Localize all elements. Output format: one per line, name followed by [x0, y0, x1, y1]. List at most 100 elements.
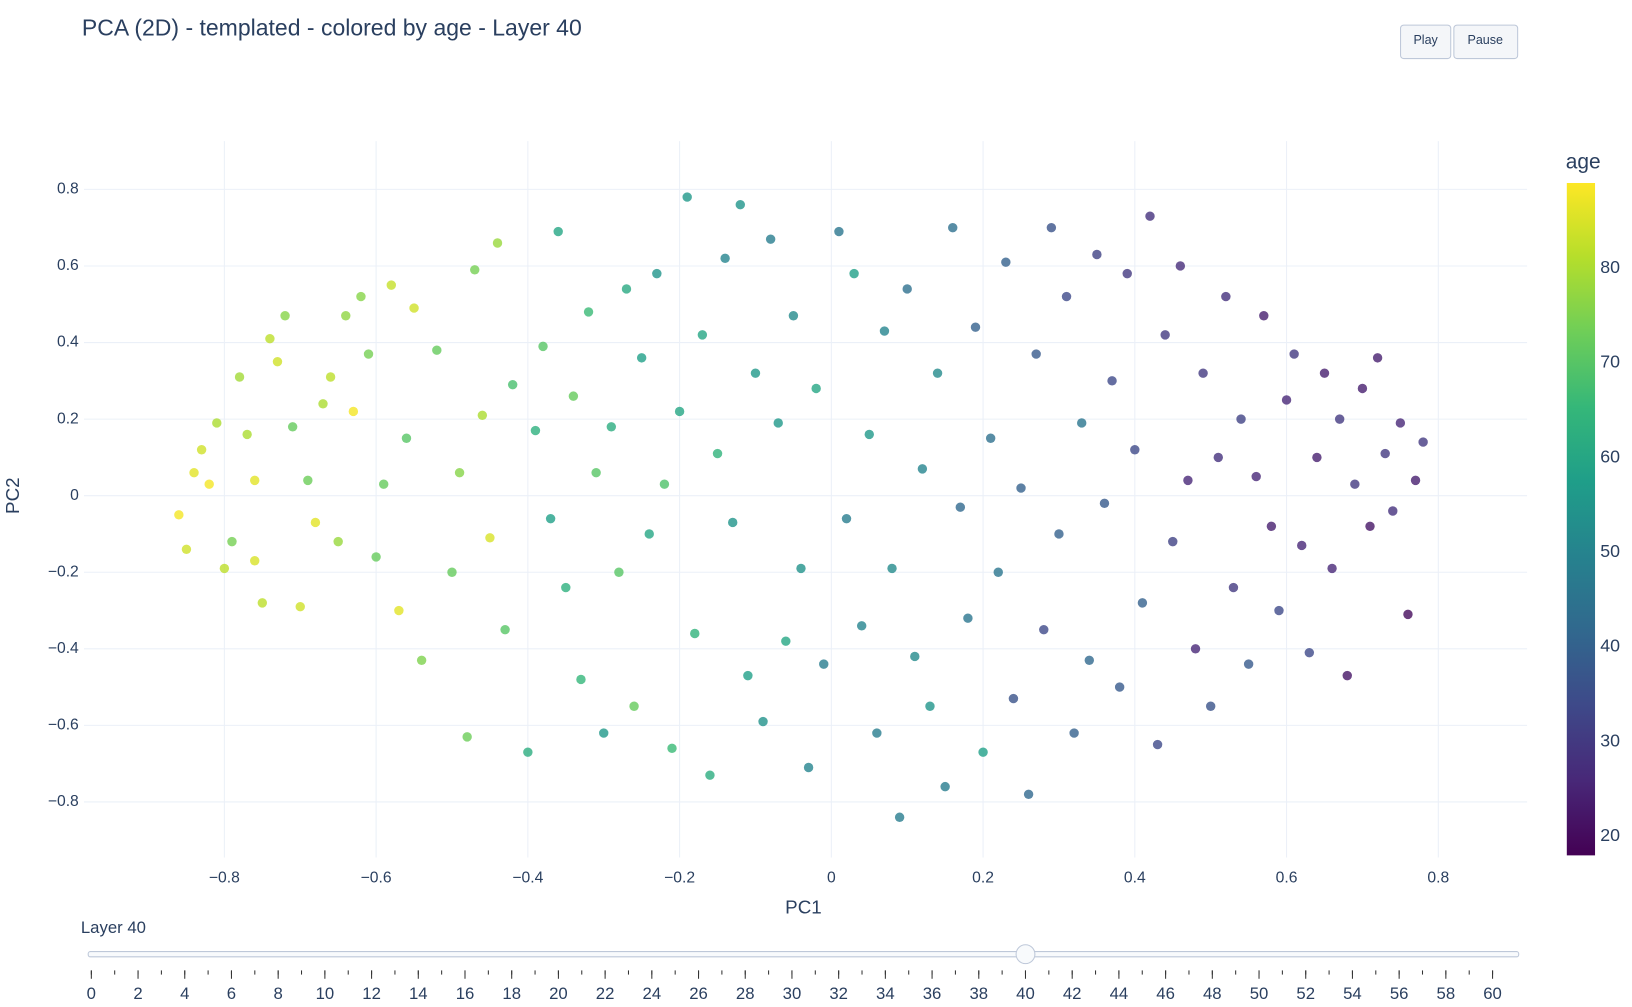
- point: [272, 356, 283, 367]
- button-label[interactable]: Play: [1413, 33, 1438, 47]
- slider-tick-label[interactable]: 56: [1390, 984, 1409, 1003]
- point: [1410, 475, 1421, 486]
- button-box[interactable]: [1400, 24, 1452, 60]
- play-button[interactable]: Play: [1400, 24, 1452, 60]
- slider-handle[interactable]: [1015, 944, 1036, 965]
- slider-tick-label[interactable]: 4: [180, 984, 189, 1003]
- slider-tick-label[interactable]: 26: [689, 984, 708, 1003]
- slider-tick-label[interactable]: 44: [1110, 984, 1129, 1003]
- point: [758, 716, 768, 727]
- slider-tick-label[interactable]: 46: [1156, 984, 1175, 1003]
- point: [568, 391, 579, 401]
- slider-tick-label[interactable]: 22: [596, 984, 615, 1003]
- point: [454, 468, 465, 478]
- point: [1289, 349, 1299, 359]
- point: [432, 345, 442, 355]
- point: [1205, 701, 1216, 711]
- slider-tick-label[interactable]: 48: [1203, 984, 1222, 1003]
- slider-tick-label[interactable]: 60: [1483, 984, 1502, 1003]
- slider-tick-label[interactable]: 36: [923, 984, 942, 1003]
- point: [728, 517, 738, 528]
- slider-rail[interactable]: [87, 951, 1520, 958]
- colorbar-tick-label: 30: [1600, 730, 1620, 750]
- slider-tick-label[interactable]: 18: [502, 984, 521, 1003]
- point: [1198, 368, 1208, 378]
- slider-tick-label[interactable]: 54: [1343, 984, 1362, 1003]
- point: [250, 475, 260, 486]
- slider-tick-label[interactable]: 2: [133, 984, 142, 1003]
- point: [310, 517, 321, 528]
- point: [1388, 506, 1398, 516]
- slider-tick-label[interactable]: 34: [876, 984, 895, 1003]
- x-tick-label: 0.4: [1124, 870, 1146, 887]
- point: [447, 567, 457, 577]
- point: [1175, 261, 1186, 271]
- slider-tick-label[interactable]: 20: [549, 984, 568, 1003]
- slider-tick-label[interactable]: 58: [1437, 984, 1456, 1003]
- slider-tick-label[interactable]: 50: [1250, 984, 1269, 1003]
- point: [591, 468, 601, 478]
- point: [636, 353, 647, 363]
- point: [887, 563, 897, 574]
- y-tick-label: −0.4: [48, 640, 79, 657]
- point: [1228, 582, 1239, 593]
- point: [614, 567, 624, 577]
- point: [894, 812, 905, 822]
- point: [530, 425, 541, 436]
- slider-tick-label[interactable]: 42: [1063, 984, 1082, 1003]
- point: [576, 674, 586, 685]
- slider-tick-label[interactable]: 52: [1296, 984, 1315, 1003]
- point: [1418, 437, 1428, 447]
- slider-tick-label[interactable]: 16: [456, 984, 475, 1003]
- slider-tick-label[interactable]: 10: [316, 984, 335, 1003]
- point: [1099, 498, 1110, 509]
- point: [978, 747, 988, 757]
- point: [1077, 418, 1087, 428]
- point: [1281, 395, 1292, 405]
- x-axis-title: PC1: [785, 897, 822, 918]
- colorbar-tick-label: 70: [1600, 352, 1620, 372]
- point: [401, 433, 412, 443]
- slider-tick-label[interactable]: 6: [227, 984, 236, 1003]
- point: [333, 536, 343, 547]
- slider-tick-label[interactable]: 38: [969, 984, 988, 1003]
- slider-tick-label[interactable]: 8: [274, 984, 283, 1003]
- slider-tick-label[interactable]: 40: [1016, 984, 1035, 1003]
- point: [940, 781, 950, 792]
- point: [811, 383, 821, 394]
- point: [227, 536, 237, 547]
- slider-tick-label[interactable]: 12: [362, 984, 381, 1003]
- colorbar-title: age: [1566, 151, 1601, 174]
- point: [1190, 644, 1201, 654]
- point: [477, 410, 488, 420]
- slider-tick-label[interactable]: 0: [87, 984, 96, 1003]
- slider-tick-label[interactable]: 24: [643, 984, 662, 1003]
- pause-button[interactable]: Pause: [1453, 24, 1519, 60]
- point: [500, 624, 510, 635]
- colorbar-tick-label: 50: [1600, 541, 1620, 561]
- point: [910, 651, 920, 662]
- point: [341, 311, 351, 321]
- point: [280, 311, 290, 321]
- point: [697, 330, 708, 340]
- button-label[interactable]: Pause: [1467, 33, 1503, 47]
- point: [1259, 311, 1269, 321]
- point: [492, 238, 503, 248]
- point: [735, 200, 746, 210]
- point: [993, 567, 1003, 577]
- slider-tick-label[interactable]: 28: [736, 984, 755, 1003]
- point: [788, 311, 799, 321]
- point: [174, 510, 184, 520]
- point: [970, 322, 981, 332]
- point: [796, 563, 806, 574]
- point: [599, 728, 609, 738]
- slider-tick-label[interactable]: 14: [409, 984, 428, 1003]
- slider-tick-label[interactable]: 32: [829, 984, 848, 1003]
- point: [196, 445, 207, 455]
- point: [1221, 291, 1231, 302]
- button-box[interactable]: [1453, 24, 1519, 60]
- point: [1266, 521, 1277, 532]
- point: [781, 636, 791, 646]
- point: [1304, 647, 1315, 658]
- slider-tick-label[interactable]: 30: [783, 984, 802, 1003]
